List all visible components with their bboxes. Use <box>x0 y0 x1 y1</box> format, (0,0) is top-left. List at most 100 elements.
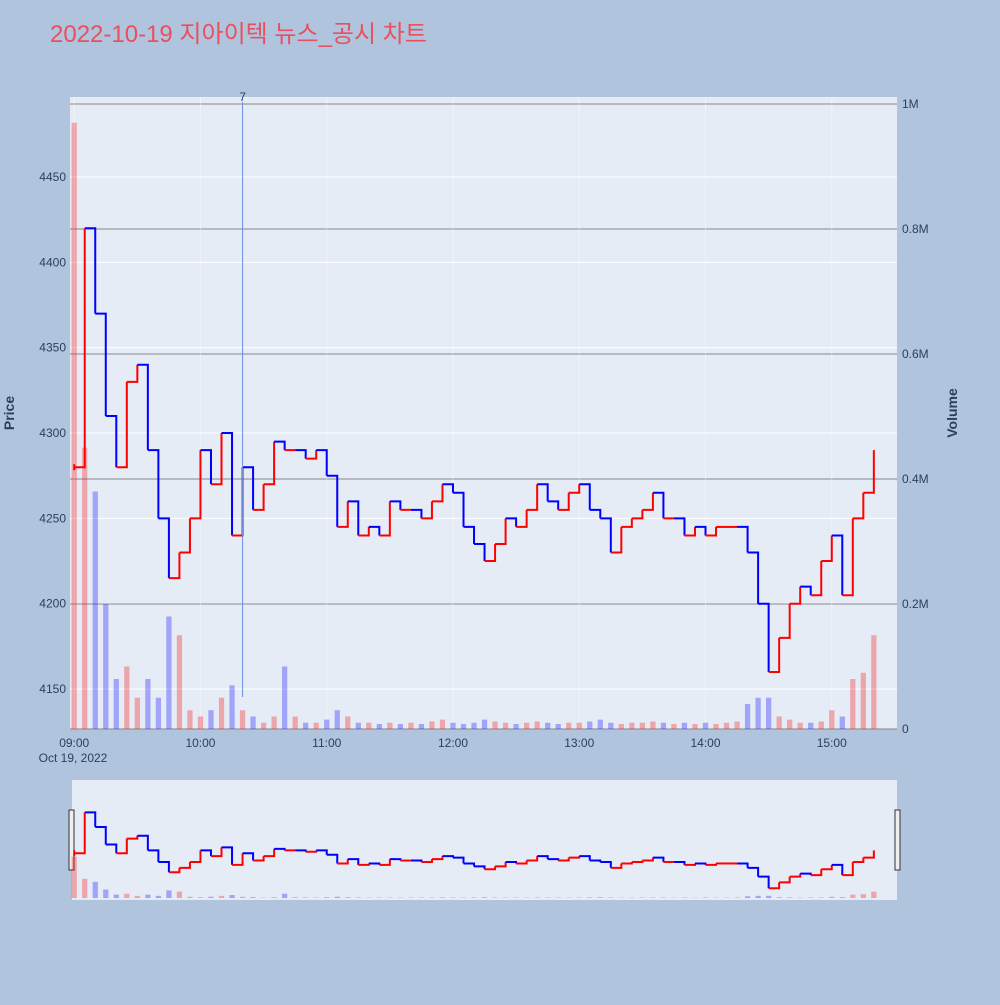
range-slider[interactable] <box>72 780 897 900</box>
volume-bar-mini <box>819 897 824 898</box>
volume-bar <box>335 710 340 729</box>
y2-tick-label: 0 <box>902 722 909 736</box>
volume-bar <box>166 617 171 730</box>
volume-bar <box>513 724 518 729</box>
volume-bar <box>282 667 287 730</box>
range-handle[interactable] <box>895 810 900 870</box>
volume-bar <box>377 724 382 729</box>
x-tick-label: 14:00 <box>690 736 720 750</box>
volume-bar-mini <box>861 894 866 898</box>
volume-bar <box>661 723 666 729</box>
volume-bar-mini <box>187 897 192 898</box>
volume-bar <box>293 717 298 730</box>
volume-bar-mini <box>208 897 213 898</box>
volume-bar-mini <box>124 894 129 898</box>
volume-bar <box>745 704 750 729</box>
volume-bar <box>271 717 276 730</box>
y-tick-label: 4350 <box>39 341 66 355</box>
y-tick-label: 4300 <box>39 426 66 440</box>
volume-bar <box>840 717 845 730</box>
volume-bar-mini <box>335 897 340 898</box>
volume-bar <box>156 698 161 729</box>
volume-bar <box>682 723 687 729</box>
y-tick-label: 4450 <box>39 170 66 184</box>
volume-bar-mini <box>429 897 434 898</box>
volume-bar-mini <box>103 889 108 898</box>
volume-bar <box>703 723 708 729</box>
volume-bar <box>535 722 540 730</box>
volume-bar <box>303 723 308 729</box>
volume-bar <box>577 723 582 729</box>
volume-bar <box>366 723 371 729</box>
volume-bar-mini <box>219 896 224 898</box>
volume-bar-mini <box>324 897 329 898</box>
volume-bar <box>808 723 813 729</box>
volume-bar <box>419 724 424 729</box>
volume-bar <box>692 724 697 729</box>
volume-bar <box>461 724 466 729</box>
volume-bar <box>713 724 718 729</box>
volume-bar-mini <box>871 892 876 898</box>
volume-bar <box>440 720 445 729</box>
volume-bar-mini <box>850 895 855 898</box>
volume-bar <box>850 679 855 729</box>
volume-bar-mini <box>492 897 497 898</box>
date-label: Oct 19, 2022 <box>39 751 108 765</box>
volume-bar <box>545 723 550 729</box>
volume-bar <box>766 698 771 729</box>
volume-bar-mini <box>135 896 140 898</box>
volume-bar <box>819 722 824 730</box>
volume-bar <box>724 723 729 729</box>
volume-bar <box>314 723 319 729</box>
y2-tick-label: 0.8M <box>902 222 929 236</box>
volume-bar-mini <box>93 882 98 898</box>
volume-bar-mini <box>282 894 287 898</box>
x-tick-label: 11:00 <box>312 736 341 750</box>
y2-tick-label: 0.4M <box>902 472 929 486</box>
y2-tick-label: 0.2M <box>902 597 929 611</box>
volume-bar <box>861 673 866 729</box>
volume-bar-mini <box>145 895 150 898</box>
volume-bar <box>471 723 476 729</box>
volume-bar <box>356 723 361 729</box>
volume-bar-mini <box>240 897 245 898</box>
volume-bar <box>566 723 571 729</box>
volume-bar-mini <box>250 897 255 898</box>
volume-bar-mini <box>72 857 77 898</box>
volume-bar-mini <box>482 897 487 898</box>
volume-bar-mini <box>777 897 782 898</box>
volume-bar <box>387 723 392 729</box>
volume-bar-mini <box>535 897 540 898</box>
volume-bar <box>619 724 624 729</box>
volume-bar <box>124 667 129 730</box>
volume-bar <box>450 723 455 729</box>
volume-bar <box>219 698 224 729</box>
volume-bar <box>103 604 108 729</box>
annotation-text: 7 <box>239 90 246 104</box>
volume-bar <box>871 635 876 729</box>
volume-bar <box>250 717 255 730</box>
y-tick-label: 4400 <box>39 255 66 269</box>
volume-bar-mini <box>229 895 234 898</box>
volume-bar <box>114 679 119 729</box>
plot-area <box>70 97 897 729</box>
volume-bar-mini <box>587 897 592 898</box>
volume-bar <box>82 448 87 729</box>
volume-bar <box>240 710 245 729</box>
y2-axis-title: Volume <box>944 388 960 438</box>
volume-bar <box>135 698 140 729</box>
volume-bar <box>777 717 782 730</box>
y2-tick-label: 0.6M <box>902 347 929 361</box>
volume-bar <box>429 722 434 730</box>
volume-bar <box>261 723 266 729</box>
volume-bar <box>598 720 603 729</box>
volume-bar <box>229 685 234 729</box>
volume-bar-mini <box>755 896 760 898</box>
volume-bar-mini <box>198 897 203 898</box>
volume-bar-mini <box>650 897 655 898</box>
volume-bar <box>398 724 403 729</box>
volume-bar <box>72 123 77 729</box>
volume-bar-mini <box>345 897 350 898</box>
x-tick-label: 13:00 <box>564 736 594 750</box>
